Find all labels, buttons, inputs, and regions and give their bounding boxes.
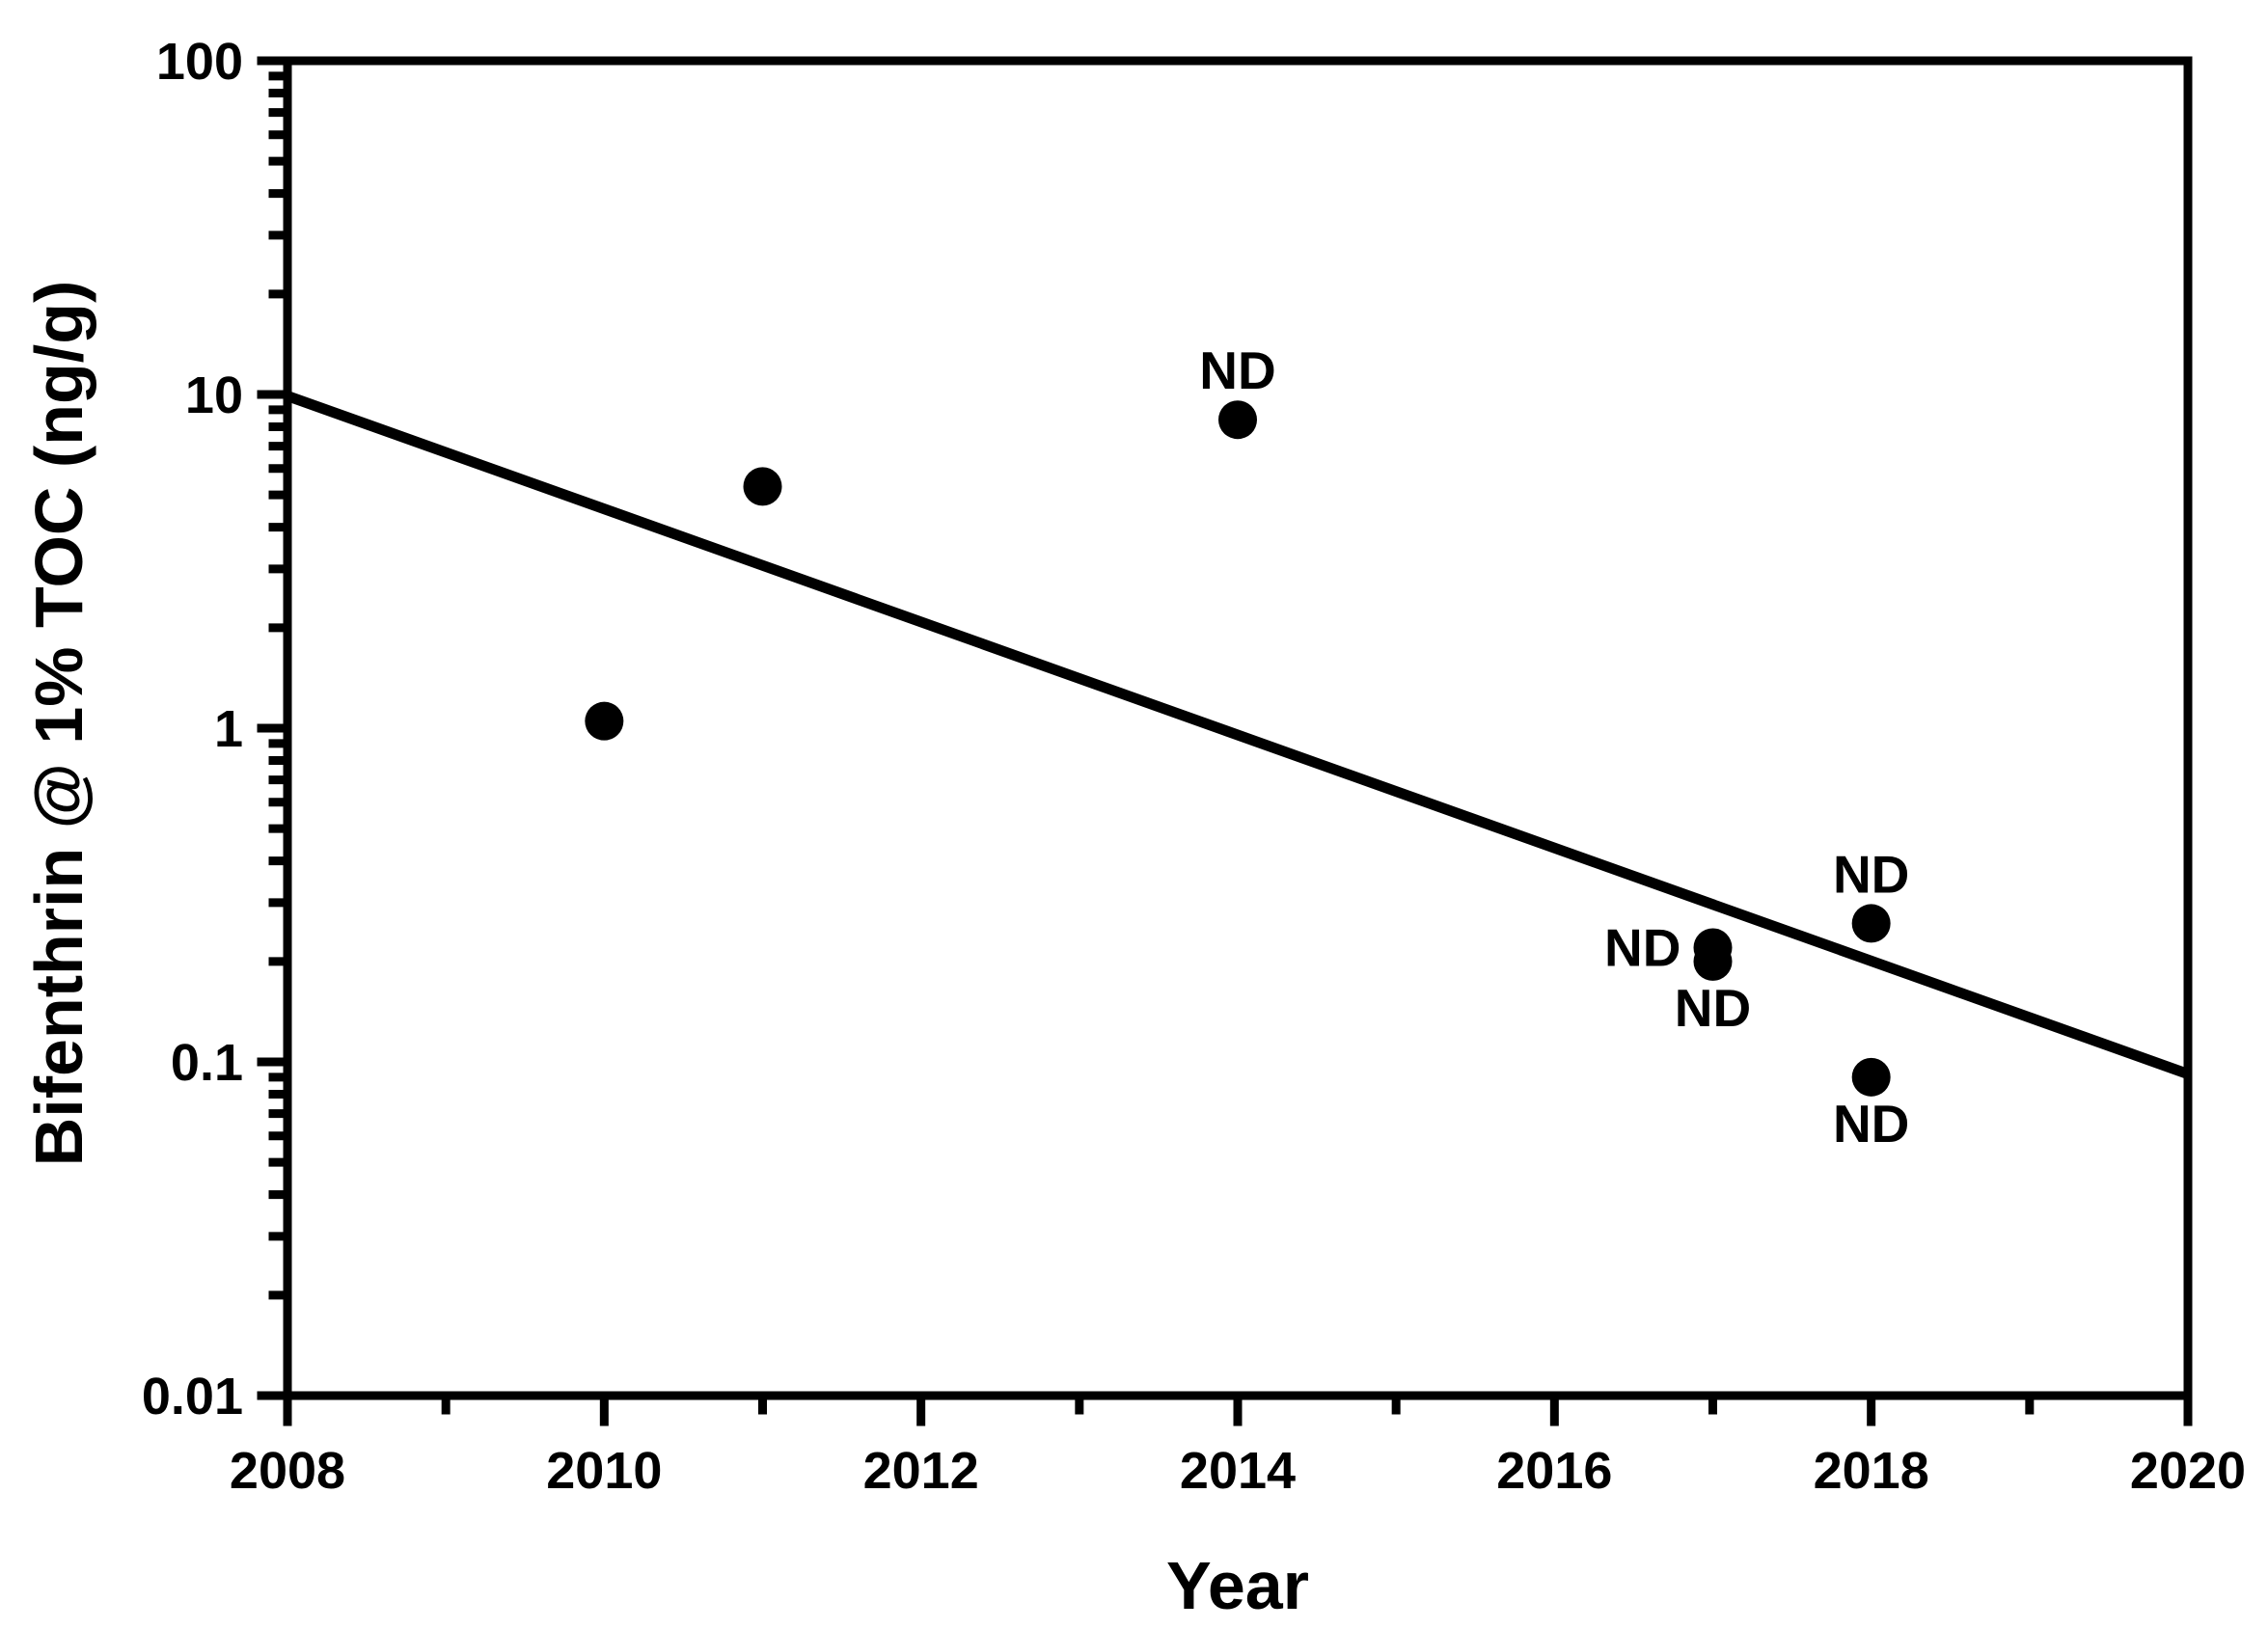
data-point xyxy=(1851,904,1891,943)
plot-border xyxy=(283,56,2193,1400)
data-point xyxy=(1218,400,1257,440)
data-point xyxy=(585,701,624,741)
y-tick-label: 1 xyxy=(214,700,243,758)
x-tick-label: 2012 xyxy=(863,1442,979,1500)
point-label: ND xyxy=(1833,1094,1909,1154)
x-axis-title: Year xyxy=(1166,1548,1309,1623)
x-tick-label: 2010 xyxy=(546,1442,662,1500)
data-point xyxy=(1693,941,1733,981)
point-label: ND xyxy=(1604,918,1681,978)
y-tick-label: 0.1 xyxy=(171,1034,243,1092)
point-label: ND xyxy=(1675,978,1751,1038)
trend-line xyxy=(286,391,2190,1079)
y-tick-label: 10 xyxy=(185,367,243,424)
x-tick-label: 2020 xyxy=(2130,1442,2246,1500)
y-axis-title: Bifenthrin @ 1% TOC (ng/g) xyxy=(21,281,96,1167)
y-tick-label: 0.01 xyxy=(142,1368,243,1425)
x-tick-label: 2014 xyxy=(1180,1442,1296,1500)
point-label: ND xyxy=(1199,340,1275,400)
x-tick-label: 2008 xyxy=(230,1442,345,1500)
data-point xyxy=(1851,1057,1891,1097)
data-point xyxy=(743,467,782,506)
x-tick-label: 2018 xyxy=(1814,1442,1929,1500)
y-tick-label: 100 xyxy=(156,33,243,91)
point-label: ND xyxy=(1833,844,1909,904)
x-tick-label: 2016 xyxy=(1496,1442,1612,1500)
